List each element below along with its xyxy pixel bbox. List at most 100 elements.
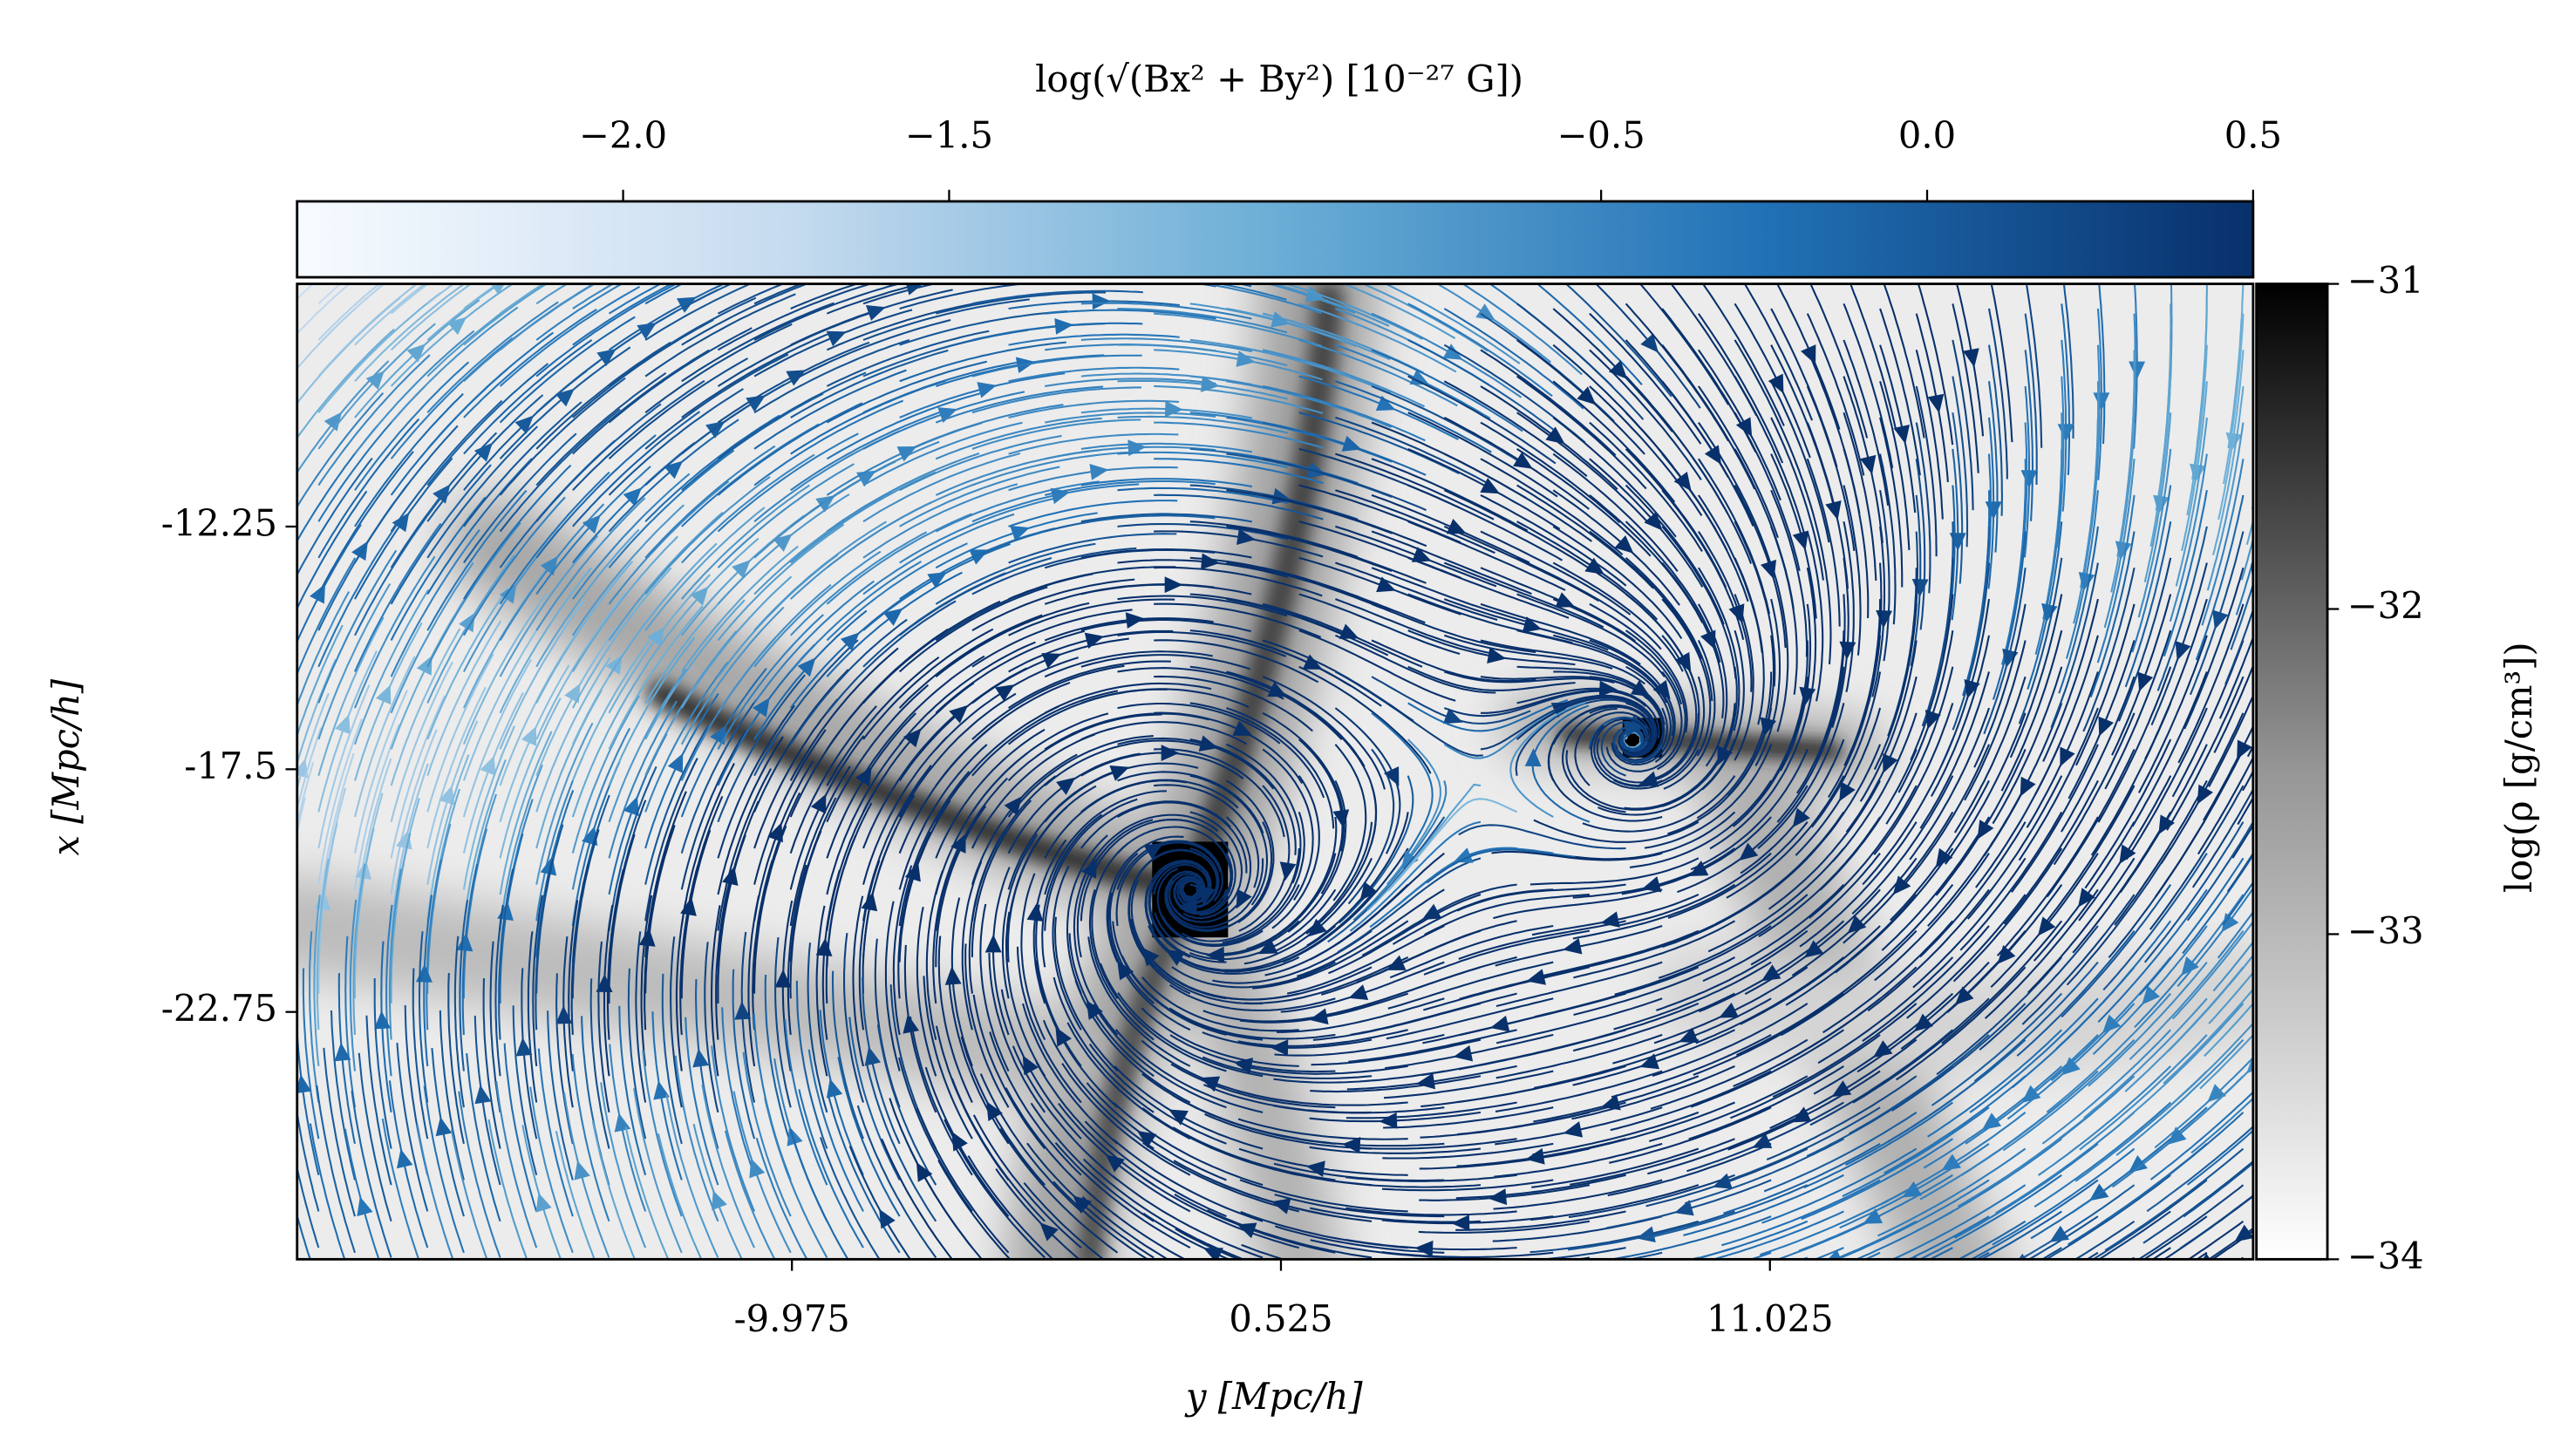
streamline <box>2080 417 2099 589</box>
streamline <box>1562 707 1626 813</box>
streamline <box>1310 1075 1482 1093</box>
stream-arrow <box>1560 1294 1580 1312</box>
streamline <box>1083 1158 1227 1254</box>
stream-arrow <box>272 937 290 956</box>
stream-arrow <box>2115 1324 2138 1348</box>
streamline <box>499 283 545 315</box>
streamline <box>499 765 543 931</box>
streamline <box>426 331 555 450</box>
streamline <box>1962 526 1991 697</box>
streamline <box>1226 707 1335 829</box>
stream-arrow <box>815 937 833 956</box>
streamline <box>316 858 330 1031</box>
streamline <box>535 283 678 378</box>
streamline <box>1274 1033 1445 1057</box>
y-axis-label: x [Mpc/h] <box>44 678 87 855</box>
streamline <box>426 686 487 849</box>
streamline <box>499 697 562 859</box>
streamline <box>1589 530 1703 660</box>
stream-arrow <box>1200 376 1220 392</box>
streamline <box>1383 1070 1554 1099</box>
streamline <box>354 283 467 382</box>
streamline <box>1142 1177 1300 1249</box>
streamline <box>1879 453 1897 625</box>
streamline <box>317 549 398 704</box>
streamline <box>2082 567 2136 732</box>
streamline <box>681 283 733 310</box>
streamline <box>1721 1179 1881 1247</box>
stream-arrow <box>1411 547 1432 562</box>
streamline <box>826 513 973 605</box>
streamline <box>1982 1294 2135 1372</box>
stream-arrow <box>1109 765 1130 781</box>
streamline <box>1310 852 1445 961</box>
stream-arrow <box>515 1037 533 1057</box>
streamline <box>2231 823 2253 859</box>
streamline <box>1371 567 1535 625</box>
streamline <box>2240 535 2253 581</box>
streamline <box>1117 992 1264 1078</box>
stream-arrow <box>1257 938 1278 955</box>
stream-arrow <box>1674 651 1692 672</box>
streamline <box>1954 1143 2099 1239</box>
streamline <box>344 936 357 1108</box>
streamline <box>1697 567 1741 731</box>
stream-arrow <box>1823 1249 1843 1260</box>
streamline <box>1335 380 1492 453</box>
streamline <box>898 614 1043 709</box>
streamline <box>999 1128 1119 1254</box>
streamline <box>1345 1174 1517 1182</box>
stream-arrow <box>1863 1208 1884 1224</box>
streamline <box>1750 853 1881 966</box>
streamline <box>1873 603 1918 770</box>
streamline <box>571 504 685 636</box>
streamline <box>463 283 548 346</box>
streamline <box>1770 417 1824 581</box>
streamline <box>898 641 1036 745</box>
colorbar-top-tick-label: 0.5 <box>2224 114 2282 157</box>
streamline <box>1305 785 1378 935</box>
stream-arrow <box>1339 623 1359 639</box>
stream-arrow <box>1941 1153 1962 1171</box>
streamline <box>681 302 834 383</box>
streamline <box>789 561 922 673</box>
streamline <box>2208 971 2253 1024</box>
streamline <box>1189 702 1325 799</box>
streamline <box>1311 1038 1482 1066</box>
streamline <box>717 463 855 568</box>
streamline <box>644 758 698 922</box>
stream-arrow <box>767 822 783 843</box>
streamline <box>2055 920 2172 1050</box>
streamline <box>571 630 657 781</box>
streamline <box>1020 873 1046 1041</box>
stream-arrow <box>1084 632 1105 650</box>
streamline <box>1154 602 1322 638</box>
streamline <box>354 392 464 527</box>
colorbar-top-label: log(√(Bx² + By²) [10⁻²⁷ G]) <box>1035 58 1523 100</box>
streamline <box>1656 929 1809 1011</box>
streamline <box>1723 1142 1881 1214</box>
streamline <box>354 425 459 564</box>
streamline <box>2075 603 2136 766</box>
streamline <box>1491 850 1663 861</box>
streamline <box>426 653 494 813</box>
streamline <box>2020 1256 2027 1260</box>
stream-arrow <box>1652 679 1671 700</box>
streamline <box>1052 976 1155 1113</box>
stream-arrow <box>1383 766 1400 786</box>
streamline <box>418 931 429 1103</box>
streamline <box>1772 1003 1918 1099</box>
streamline <box>296 557 357 677</box>
streamline <box>1625 484 1725 625</box>
streamline <box>753 338 910 414</box>
stream-arrow <box>1081 858 1097 879</box>
streamline <box>825 835 857 1004</box>
streamline <box>1360 283 1488 352</box>
stream-arrow <box>488 283 509 296</box>
streamline <box>644 476 771 595</box>
streamline <box>1697 422 1775 576</box>
stream-arrow <box>1178 898 1197 915</box>
streamline <box>1044 739 1206 786</box>
stream-arrow <box>521 725 537 746</box>
